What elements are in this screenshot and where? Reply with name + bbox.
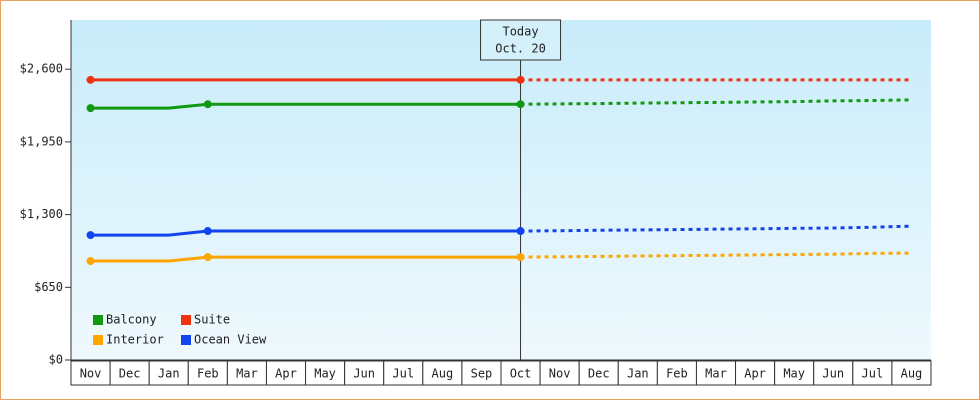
- x-tick-box: [695, 360, 737, 386]
- x-tick-label: Jun: [822, 367, 844, 381]
- x-tick-label: Mar: [236, 367, 258, 381]
- x-tick-label: Feb: [666, 367, 688, 381]
- today-date: Oct. 20: [495, 42, 546, 56]
- price-point: [86, 75, 95, 84]
- today-label: Today: [502, 25, 538, 39]
- legend-label: Balcony: [106, 313, 157, 327]
- x-tick-box: [852, 360, 893, 386]
- x-tick-label: Jan: [158, 367, 180, 381]
- price-point: [86, 104, 95, 113]
- legend-swatch: [93, 335, 103, 345]
- x-tick-label: Jul: [392, 367, 414, 381]
- x-tick-label: Nov: [80, 367, 102, 381]
- price-point: [203, 253, 212, 262]
- x-tick-label: Aug: [901, 367, 923, 381]
- x-tick-label: Feb: [197, 367, 219, 381]
- price-line: [90, 102, 521, 110]
- x-tick-box: [422, 360, 463, 386]
- x-tick-box: [735, 360, 776, 386]
- x-tick-box: [578, 360, 619, 386]
- price-point: [516, 75, 525, 84]
- y-tick-label: $0: [49, 353, 63, 367]
- x-tick-box: [187, 360, 228, 386]
- legend-label: Ocean View: [194, 333, 267, 347]
- x-tick-label: May: [314, 367, 336, 381]
- legend-label: Interior: [106, 333, 164, 347]
- price-point: [203, 100, 212, 109]
- legend-label: Suite: [194, 313, 230, 327]
- x-tick-box: [774, 360, 815, 386]
- x-tick-box: [891, 360, 932, 386]
- price-point: [516, 253, 525, 262]
- y-tick-label: $1,300: [20, 207, 63, 221]
- forecast-line: [520, 98, 912, 106]
- plot-area: [71, 20, 931, 360]
- price-point: [516, 227, 525, 236]
- x-tick-label: Jun: [353, 367, 375, 381]
- legend-swatch: [181, 315, 191, 325]
- x-tick-box: [265, 360, 307, 386]
- x-tick-label: Jul: [862, 367, 884, 381]
- x-tick-box: [344, 360, 385, 386]
- x-tick-box: [617, 360, 658, 386]
- price-point: [86, 257, 95, 266]
- price-line: [90, 229, 521, 237]
- x-tick-label: Jan: [627, 367, 649, 381]
- price-point: [516, 100, 525, 109]
- forecast-line: [520, 251, 912, 259]
- x-tick-label: May: [783, 367, 805, 381]
- price-point: [203, 227, 212, 236]
- x-tick-label: Aug: [432, 367, 454, 381]
- x-tick-label: Nov: [549, 367, 571, 381]
- y-tick-label: $2,600: [20, 62, 63, 76]
- y-tick-label: $1,950: [20, 134, 63, 148]
- price-line: [90, 255, 521, 263]
- x-tick-label: Apr: [744, 367, 766, 381]
- x-tick-label: Mar: [705, 367, 727, 381]
- x-tick-label: Dec: [119, 367, 141, 381]
- forecast-line: [520, 224, 912, 233]
- x-tick-box: [109, 360, 150, 386]
- legend-swatch: [93, 315, 103, 325]
- today-box: [480, 19, 562, 61]
- x-tick-label: Apr: [275, 367, 297, 381]
- x-tick-label: Sep: [471, 367, 493, 381]
- x-tick-label: Oct: [510, 367, 532, 381]
- x-tick-label: Dec: [588, 367, 610, 381]
- y-tick-label: $650: [34, 280, 63, 294]
- x-tick-box: [500, 360, 541, 386]
- x-tick-box: [813, 360, 854, 386]
- price-point: [86, 231, 95, 240]
- legend-swatch: [181, 335, 191, 345]
